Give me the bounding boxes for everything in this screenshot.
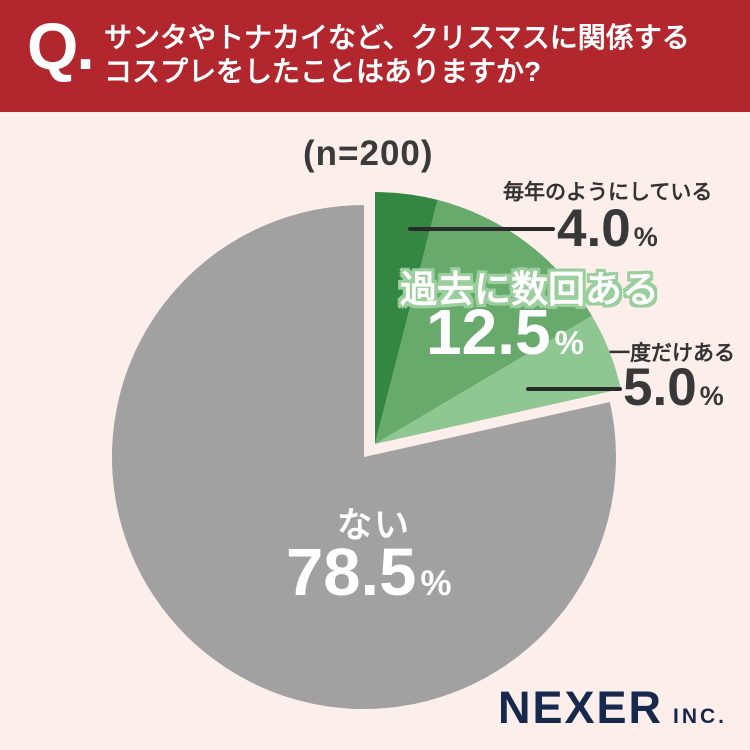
segment-label-every-year: 毎年のようにしている <box>503 181 713 204</box>
percent-sign: % <box>699 381 724 411</box>
value-number: 5.0 <box>623 358 697 417</box>
value-number: 78.5 <box>286 535 417 610</box>
pie-wedges <box>111 191 621 709</box>
segment-label-past-several: 過去に数回ある <box>400 269 659 310</box>
segment-value-every-year: 4.0 % <box>557 198 658 259</box>
segment-value-once: 5.0 % <box>623 357 724 418</box>
pie-segment-3 <box>111 204 616 709</box>
sample-size-label: (n=200) <box>303 134 434 173</box>
pie-segment-0 <box>375 191 438 444</box>
value-number: 4.0 <box>557 199 631 258</box>
percent-sign: % <box>420 564 452 603</box>
value-number: 12.5 <box>426 296 551 368</box>
question-header-banner: Q. サンタやトナカイなど、クリスマスに関係する コスプレをしたことはありますか… <box>0 0 750 112</box>
question-line-2: コスプレをしたことはありますか? <box>104 56 542 87</box>
segment-value-none: 78.5 % <box>286 534 452 611</box>
percent-sign: % <box>554 324 584 361</box>
segment-label-once: 一度だけある <box>609 342 735 365</box>
question-mark-label: Q. <box>27 9 95 83</box>
segment-value-past-several: 12.5 % <box>426 295 584 369</box>
brand-logo: NEXER INC. <box>498 682 727 734</box>
question-line-1: サンタやトナカイなど、クリスマスに関係する <box>104 22 690 53</box>
segment-label-none: ない <box>337 506 412 545</box>
percent-sign: % <box>633 222 658 252</box>
pie-segment-2 <box>375 315 621 444</box>
brand-suffix: INC. <box>673 705 727 728</box>
pie-segment-1 <box>375 199 592 444</box>
brand-name: NEXER <box>497 682 663 733</box>
question-text: サンタやトナカイなど、クリスマスに関係する コスプレをしたことはありますか? <box>104 21 690 89</box>
